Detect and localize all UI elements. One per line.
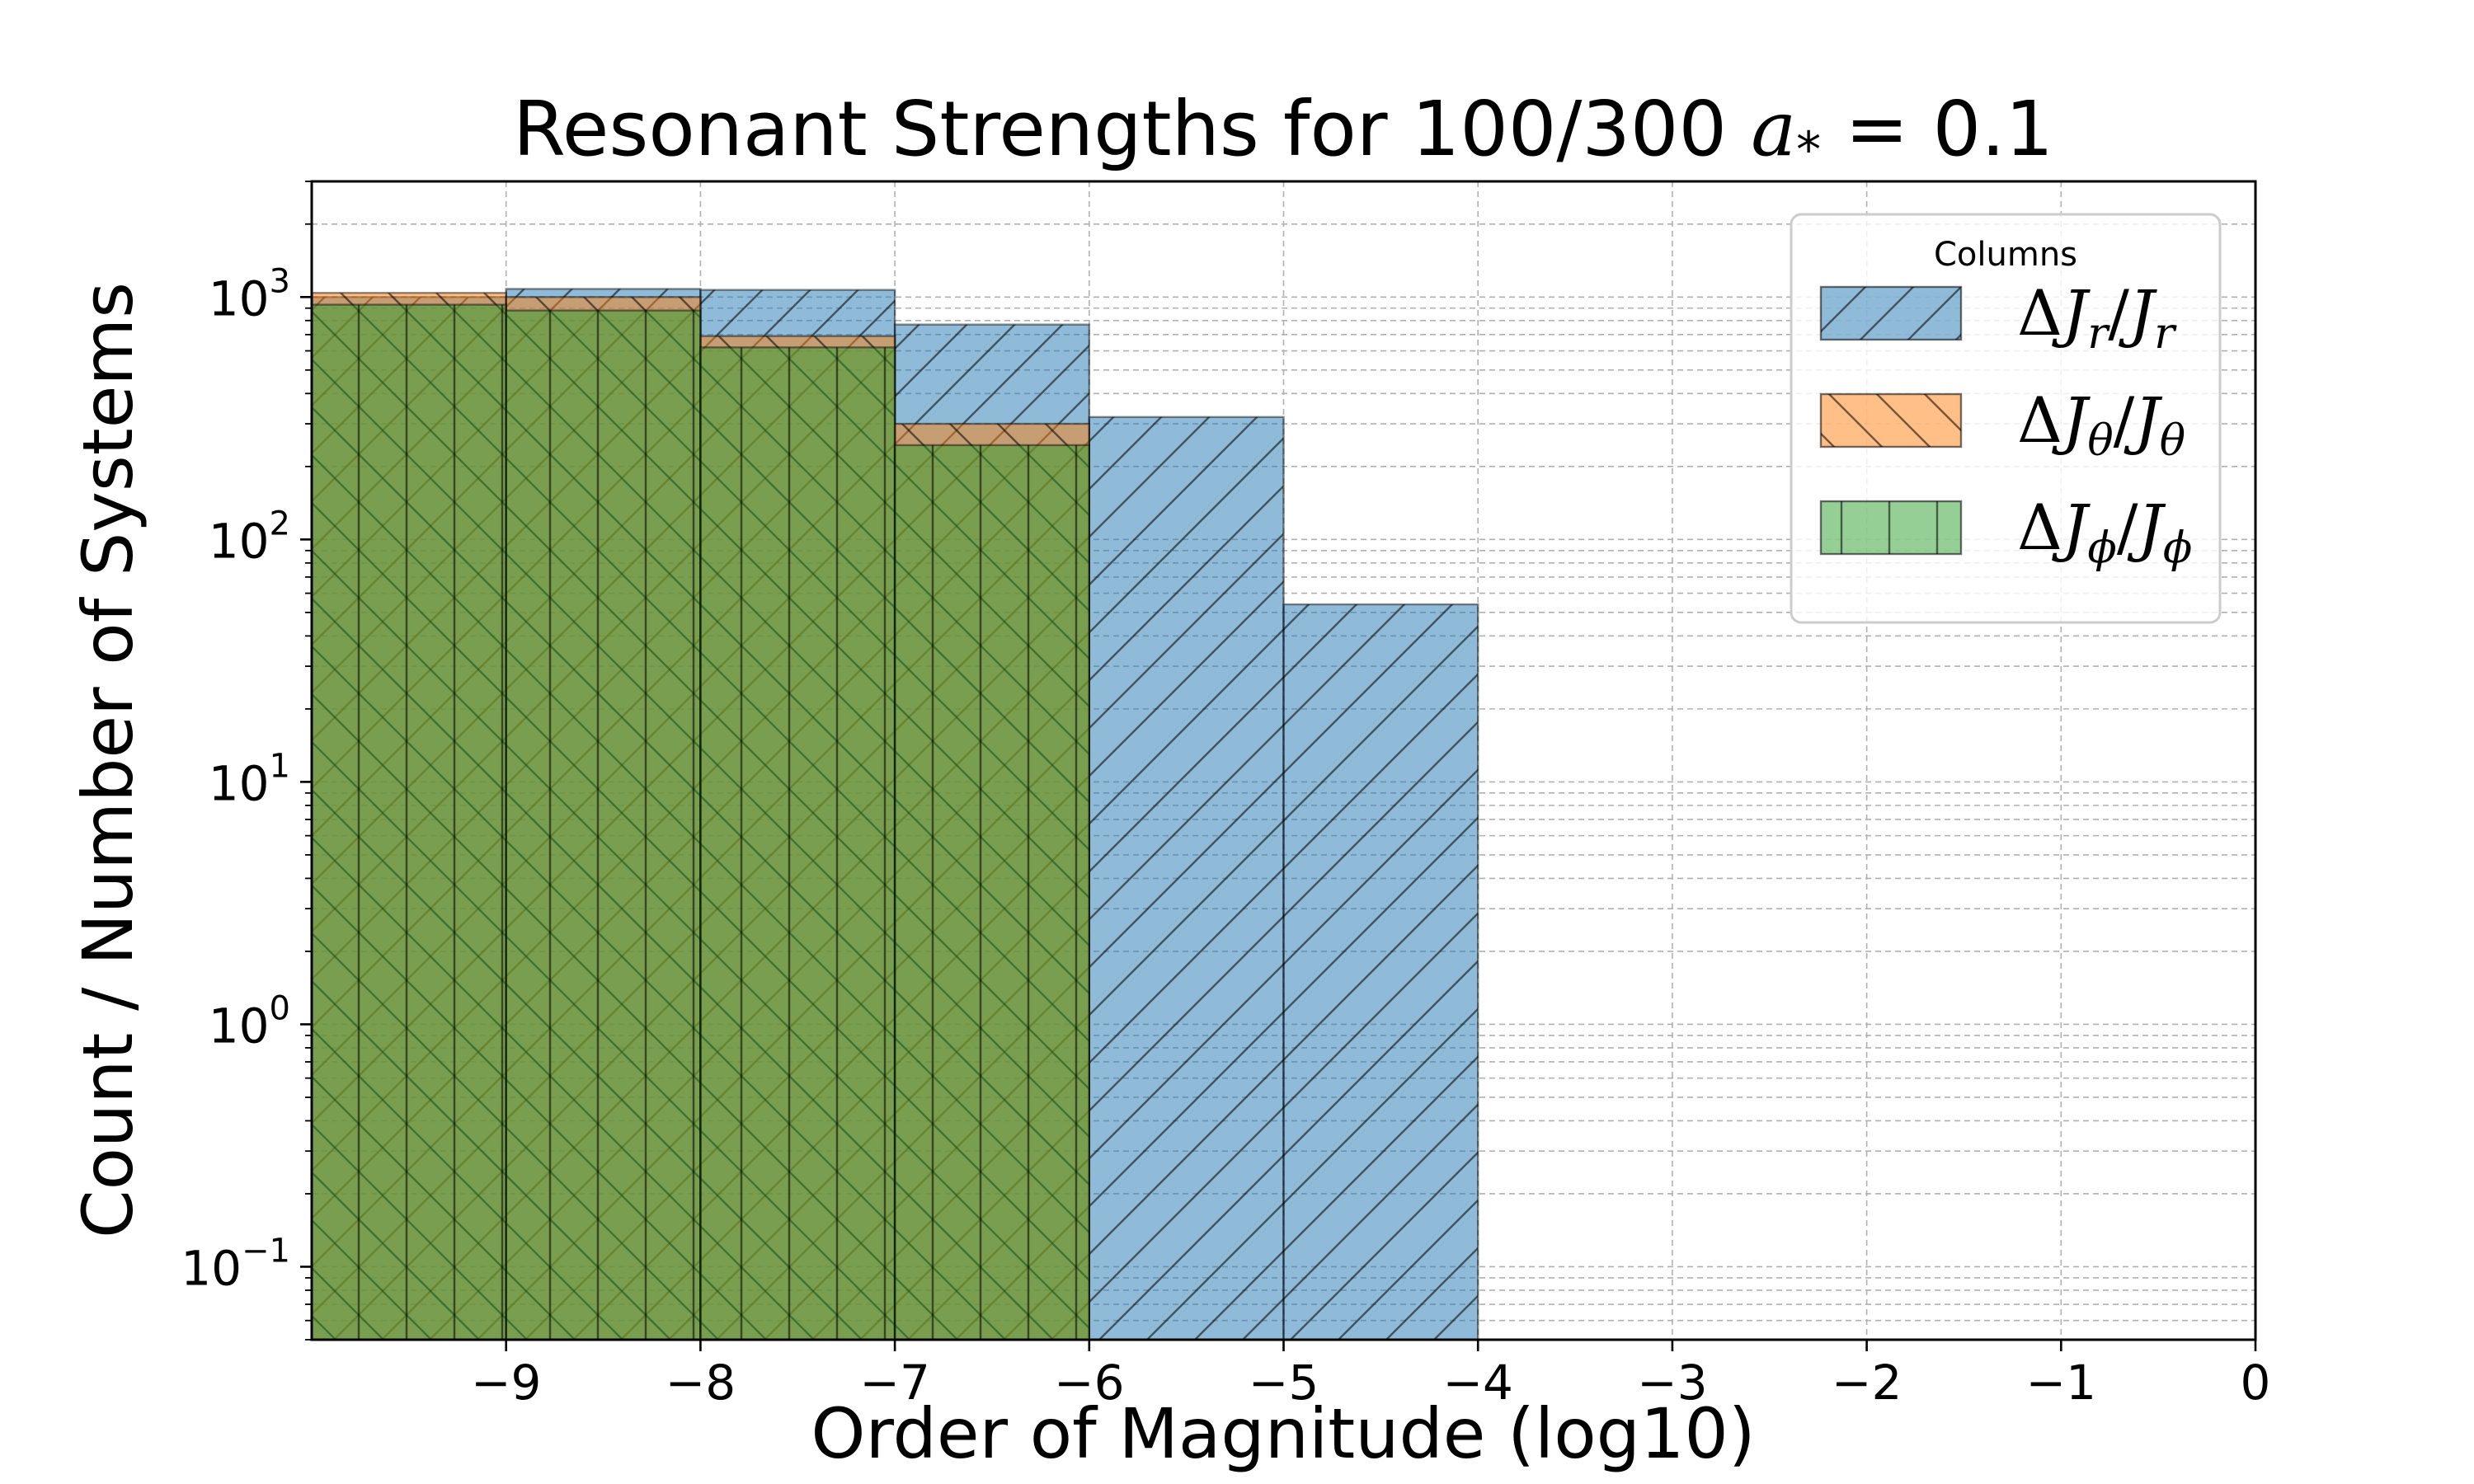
x-tick-label: −4 (1442, 1355, 1513, 1411)
x-tick-label: −3 (1637, 1355, 1708, 1411)
x-axis-ticks: −9 −8 −7 −6 −5 −4 −3 −2 −1 0 (471, 1340, 2271, 1411)
legend-label-1: ΔJθ/Jθ (2017, 383, 2185, 466)
legend-label-0: ΔJr/Jr (2017, 276, 2177, 359)
legend-item-0: ΔJr/Jr (1819, 276, 2177, 359)
bar-series-0-bin-4 (1088, 416, 1285, 1340)
x-tick-label: −6 (1054, 1355, 1125, 1411)
y-tick-label: 100 (209, 989, 290, 1054)
bar-series-2-bin-2 (699, 346, 896, 1340)
x-tick-label: −7 (859, 1355, 930, 1411)
x-tick-label: −2 (1832, 1355, 1903, 1411)
bar-series-2-bin-0 (312, 303, 507, 1340)
bars-layer (312, 288, 1479, 1340)
legend-label-2: ΔJϕ/Jϕ (2017, 491, 2192, 573)
legend-item-2: ΔJϕ/Jϕ (1819, 491, 2192, 573)
x-tick-label: −5 (1249, 1355, 1319, 1411)
y-tick-label: 103 (209, 262, 290, 326)
legend: Columns ΔJr/Jr ΔJθ/Jθ ΔJϕ/Jϕ (1790, 213, 2222, 624)
y-tick-label: 10−1 (181, 1232, 290, 1296)
x-tick-label: −1 (2026, 1355, 2097, 1411)
x-tick-label: 0 (2241, 1355, 2271, 1411)
bar-series-0-bin-5 (1282, 603, 1479, 1340)
chart-title: Resonant Strengths for 100/300 a* = 0.1 (513, 85, 2053, 179)
x-axis-label: Order of Magnitude (log10) (811, 1393, 1755, 1474)
y-tick-label: 102 (209, 505, 290, 569)
legend-item-1: ΔJθ/Jθ (1819, 383, 2185, 466)
bar-series-2-bin-1 (505, 309, 702, 1340)
x-tick-label: −9 (471, 1355, 542, 1411)
y-axis-ticks: 10−1 100 101 102 103 (181, 181, 312, 1341)
legend-title: Columns (1934, 236, 2077, 274)
y-axis-label: Count / Number of Systems (68, 282, 148, 1238)
x-tick-label: −8 (666, 1355, 736, 1411)
bar-series-2-bin-3 (893, 444, 1090, 1340)
y-tick-label: 101 (209, 747, 290, 811)
